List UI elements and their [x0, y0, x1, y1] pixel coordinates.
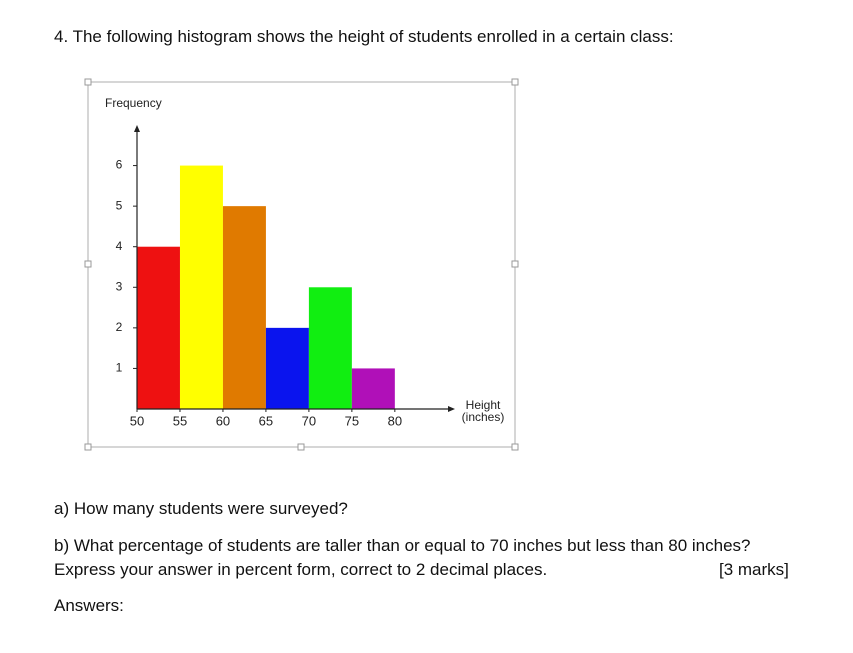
handle [511, 260, 519, 268]
question: 4. The following histogram shows the hei… [54, 27, 674, 46]
handle [84, 260, 92, 268]
x-tick-label: 65 [259, 413, 273, 428]
y-tick-label: 4 [116, 239, 123, 253]
x-tick-label: 60 [216, 413, 230, 428]
y-tick-label: 1 [116, 361, 123, 375]
x-axis-arrow [448, 406, 455, 412]
bar [351, 368, 395, 409]
handle [84, 443, 92, 451]
question-a: a) How many students were surveyed? [54, 499, 348, 518]
handle [84, 78, 92, 86]
x-tick-label: 75 [345, 413, 359, 428]
question-b: b) What percentage of students are talle… [54, 536, 751, 579]
bar [265, 327, 309, 409]
bar [137, 246, 180, 409]
handle [511, 443, 519, 451]
x-tick-label: 55 [173, 413, 187, 428]
handle [511, 78, 519, 86]
handle [297, 443, 305, 451]
bar [308, 287, 352, 409]
y-tick-label: 3 [116, 279, 123, 293]
x-axis-label: Height (inches) [461, 398, 505, 424]
bar [179, 165, 223, 409]
x-tick-label: 50 [130, 413, 144, 428]
answers: Answers: [54, 596, 124, 615]
y-tick-label: 5 [116, 198, 123, 212]
y-tick-label: 6 [116, 158, 123, 172]
marks: [3 marks] [719, 560, 789, 579]
bar [222, 206, 266, 409]
y-axis-label: Frequency [105, 96, 162, 110]
y-tick-label: 2 [116, 320, 123, 334]
x-tick-label: 80 [388, 413, 402, 428]
y-axis-arrow [134, 125, 140, 132]
x-tick-label: 70 [302, 413, 316, 428]
